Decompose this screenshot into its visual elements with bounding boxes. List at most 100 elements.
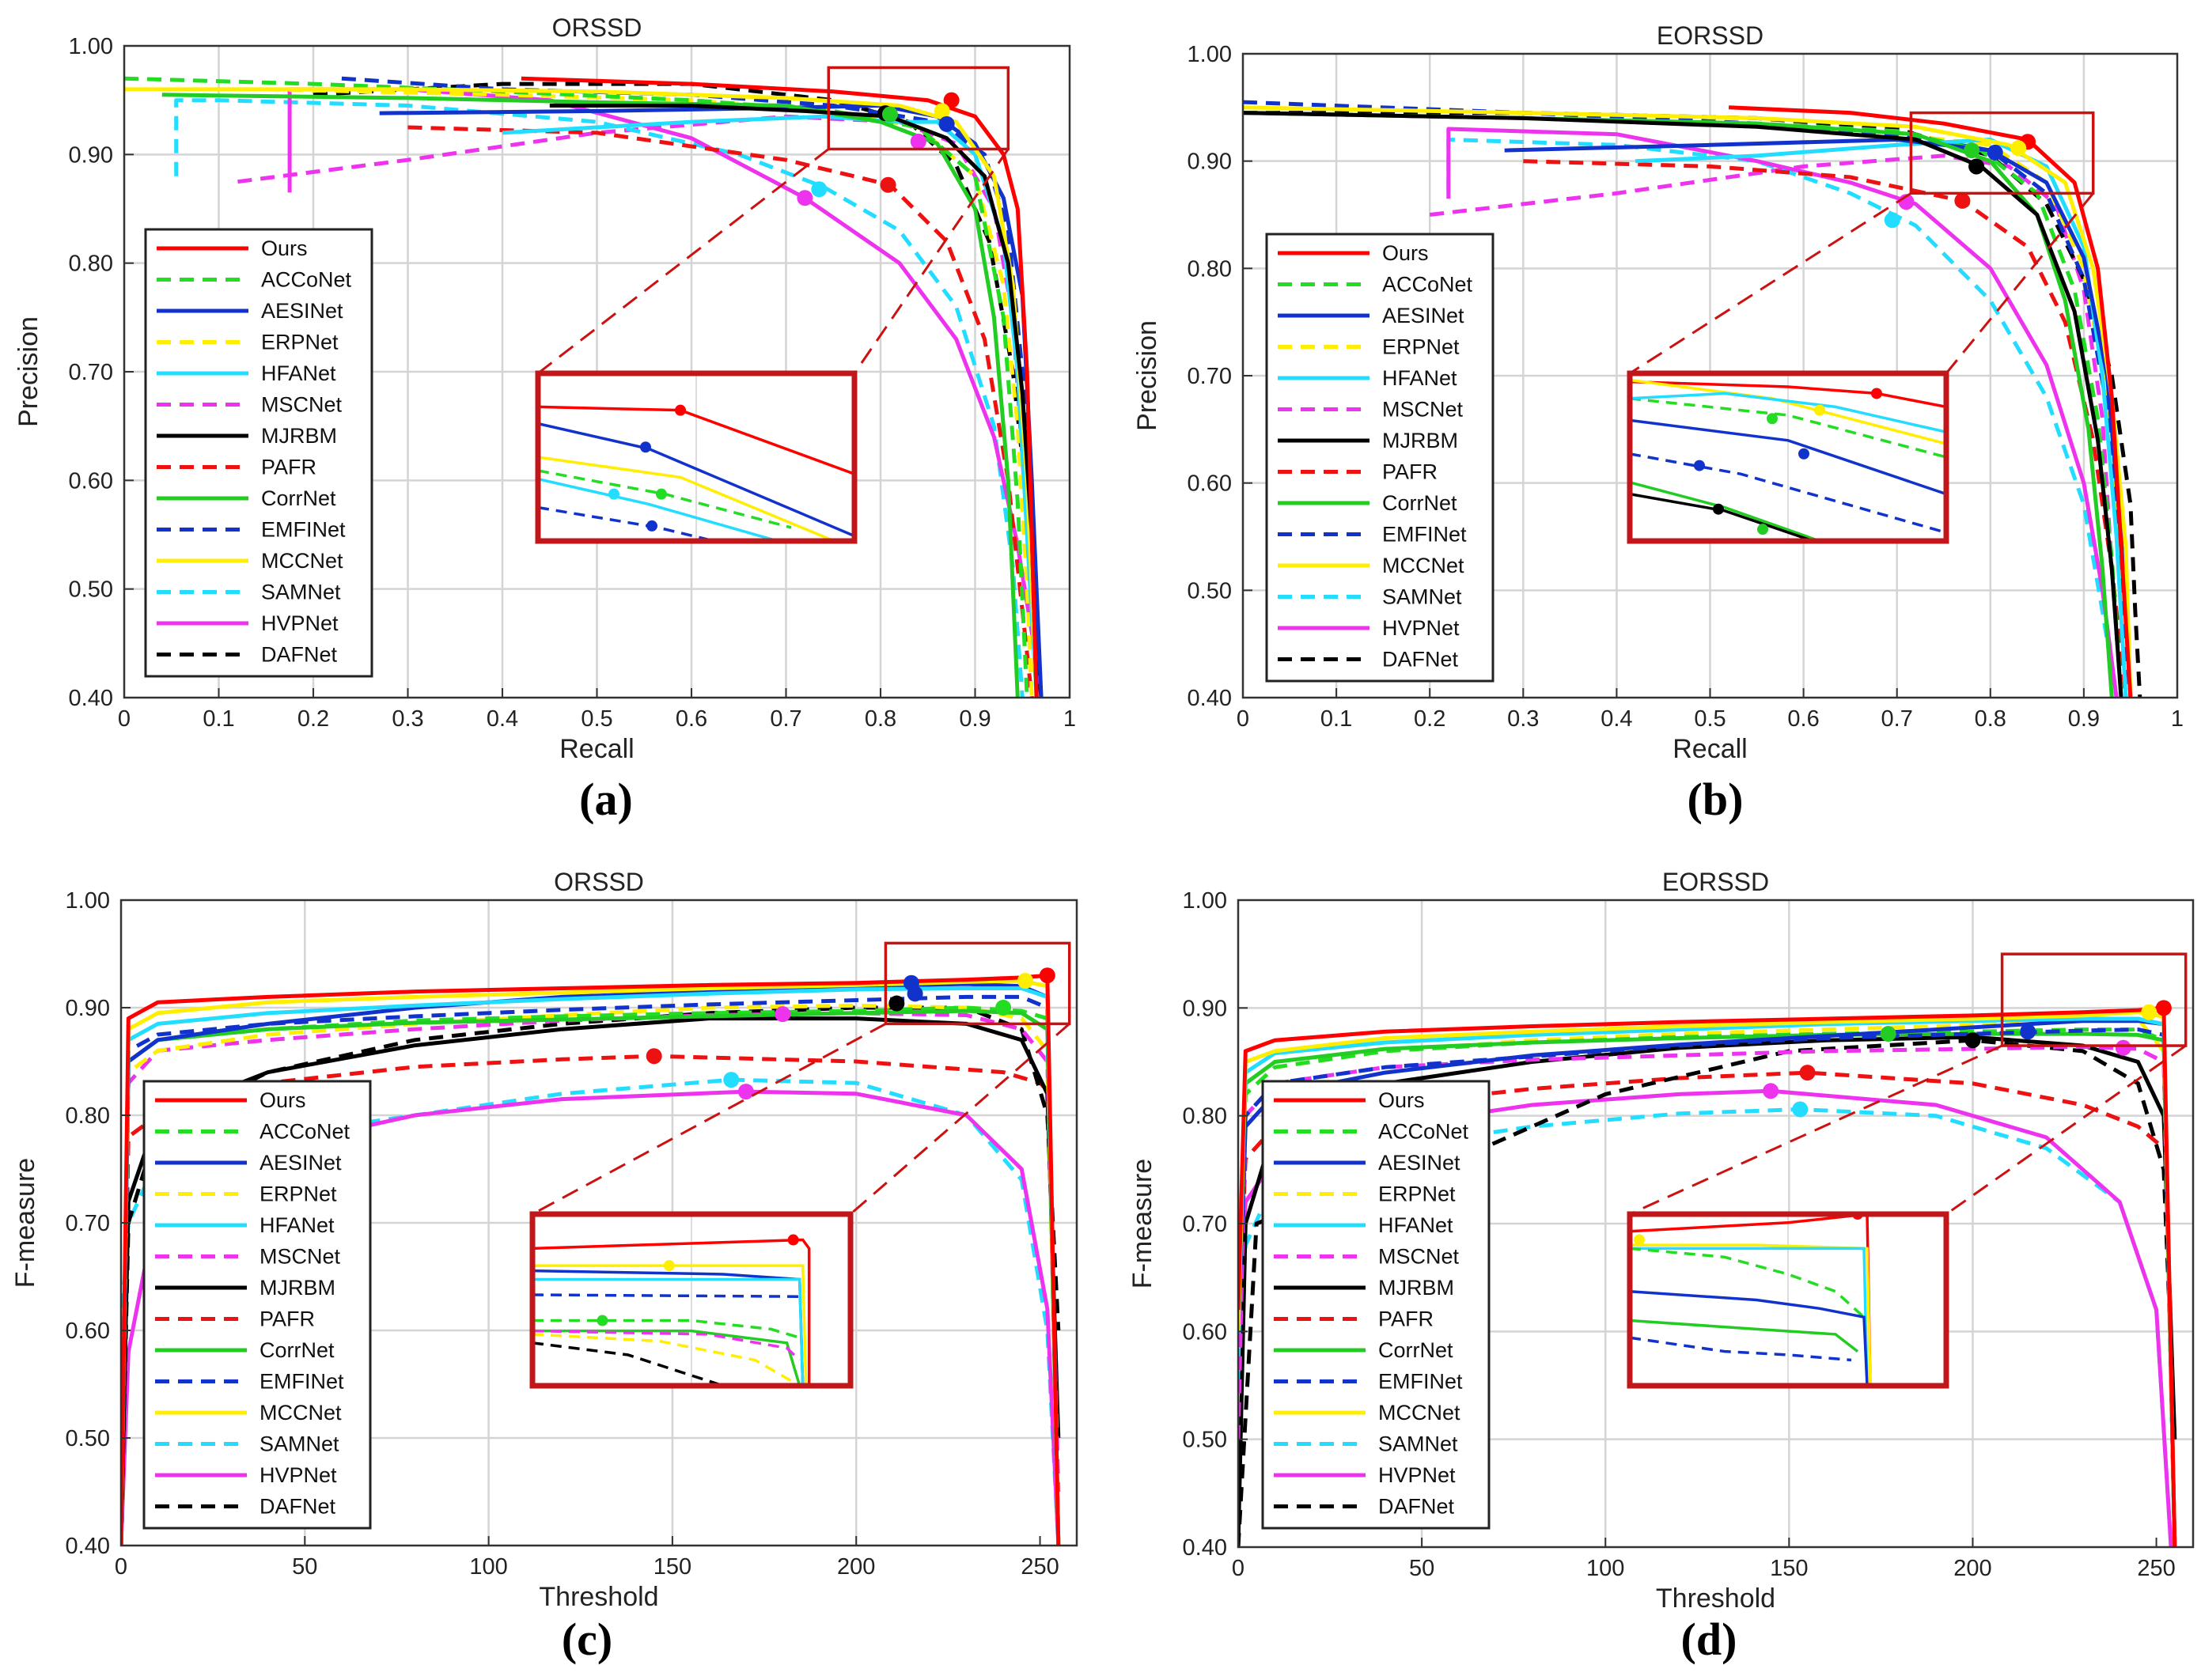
legend-label: MJRBM [261,424,337,448]
legend: Ours ACCoNet AESINet ERPNet HFANet MSCNet MJRB… [1265,233,1494,683]
x-tick-label: 0.2 [1414,706,1445,732]
y-tick-label: 0.50 [1188,578,1232,604]
marker-samnet [1792,1101,1809,1118]
marker-mjrbm [1964,1032,1981,1049]
x-tick-label: 0 [115,1554,127,1580]
series-line-samnet [1446,138,2119,698]
legend-label: SAMNet [1382,585,1462,609]
marker-corrnet [1964,142,1980,159]
series-line-pafr [1238,1070,2165,1332]
inset-marker-corrnet [1757,524,1768,535]
inset-line-mscnet [532,1329,801,1361]
inset-marker-mccnet [1814,404,1825,416]
series-line-mjrbm [549,104,1039,698]
y-tick-label: 0.60 [69,468,113,494]
inset-line-acconet [532,1319,801,1339]
legend-label: ERPNet [1378,1182,1456,1206]
inset-marker-emfinet [1694,460,1705,471]
x-tick-label: 0.8 [1975,706,2006,732]
y-tick-label: 0.40 [1183,1535,1227,1561]
inset-line-corrnet [1630,1319,1859,1353]
chart-title: EORSSD [1657,21,1763,50]
marker-hvpnet [737,1084,754,1100]
chart-panel-4: 0 50 100 150 200 250 0.40 0.50 0.60 0.70 0.80 0.90 1… [1127,868,2195,1665]
legend-label: HVPNet [261,611,339,635]
x-tick-label: 0.9 [959,706,991,732]
y-tick-label: 0.80 [69,252,113,277]
series-line-mscnet [1429,153,2123,698]
legend-label: PAFR [259,1307,315,1331]
marker-samnet [1884,212,1900,229]
y-tick-label: 0.50 [1183,1428,1227,1453]
y-tick-label: 0.70 [69,360,113,385]
marker-samnet [811,181,828,198]
legend-label: CorrNet [1378,1338,1453,1362]
series-line-corrnet [1238,1031,2177,1547]
y-axis-label: F-measure [1127,1159,1157,1288]
marker-samnet [723,1072,740,1088]
y-axis-label: F-measure [10,1158,40,1288]
inset-marker-mjrbm [1713,503,1724,515]
legend-label: MJRBM [1378,1276,1454,1300]
y-tick-label: 0.50 [69,577,113,603]
inset-marker-hfanet [608,488,619,500]
marker-mjrbm [1968,158,1985,175]
legend-label: DAFNet [1382,648,1459,672]
legend-label: AESINet [1378,1151,1460,1175]
marker-hvpnet [797,190,813,206]
legend-label: Ours [259,1088,306,1112]
inset-line-corrnet [532,1329,801,1386]
legend-label: SAMNet [261,581,341,604]
inset-marker-acconet [656,488,667,500]
legend-label: HFANet [1378,1213,1453,1237]
x-tick-label: 250 [1021,1554,1059,1580]
legend-label: MCCNet [1382,554,1464,577]
series-line-hfanet [1238,1016,2177,1547]
subfigure-label: (a) [579,774,633,825]
y-tick-label: 1.00 [66,888,110,914]
zoom-box [2000,952,2188,1047]
chart-panel-2: 0 0.1 0.2 0.3 0.4 0.5 0.6 0.7 0.8 0.9 1 0.40 0.50 0.6… [1132,21,2184,825]
legend-label: DAFNet [1378,1495,1455,1519]
x-tick-label: 0.6 [676,706,707,732]
inset-line-erpnet [532,1333,801,1386]
series-line-corrnet [161,93,1020,698]
series-group [121,967,1061,1546]
x-tick-label: 0.3 [1507,706,1539,732]
x-axis-label: Recall [1673,734,1747,764]
legend-label: ACCoNet [259,1120,350,1144]
x-tick-label: 0.7 [770,706,801,732]
x-axis-label: Threshold [1656,1584,1775,1614]
legend-label: HVPNet [1382,616,1460,640]
inset-plot [535,370,858,544]
y-tick-label: 1.00 [1188,42,1232,67]
inset-marker-ours [1871,388,1882,399]
legend-label: EMFINet [1382,523,1467,547]
x-tick-label: 0.4 [487,706,518,732]
zoom-connector [532,1023,887,1216]
legend-label: HFANet [1382,366,1457,390]
zoom-connector [853,148,1010,374]
chart-title: ORSSD [552,13,642,42]
marker-emfinet [907,986,923,1002]
x-tick-label: 0.6 [1787,706,1819,732]
inset-frame [529,1211,854,1389]
legend-label: MJRBM [259,1276,335,1300]
y-tick-label: 1.00 [1183,888,1227,914]
inset-line-aesinet [1630,1289,1869,1386]
subfigure-label: (c) [562,1614,612,1665]
legend-label: HVPNet [1378,1463,1456,1487]
inset-marker-mccnet [663,1260,675,1272]
x-tick-label: 150 [653,1554,691,1580]
marker-mccnet [2010,140,2027,157]
x-tick-label: 0.1 [1320,706,1352,732]
series-line-hfanet [1635,138,2128,698]
marker-pafr [646,1048,662,1065]
legend-label: DAFNet [261,643,338,667]
marker-ours [1039,967,1055,984]
inset-plot [529,1211,854,1389]
y-tick-label: 1.00 [69,34,113,59]
legend-label: EMFINet [259,1370,344,1394]
legend-label: CorrNet [1382,491,1457,515]
